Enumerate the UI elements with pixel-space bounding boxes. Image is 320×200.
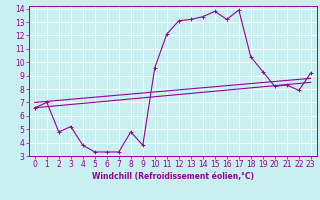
- X-axis label: Windchill (Refroidissement éolien,°C): Windchill (Refroidissement éolien,°C): [92, 172, 254, 181]
